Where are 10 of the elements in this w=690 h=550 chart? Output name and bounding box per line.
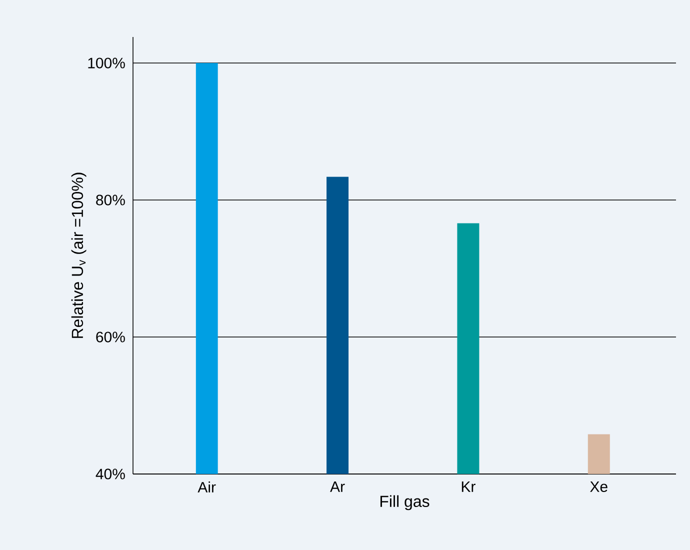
y-tick-label: 100% bbox=[88, 58, 125, 68]
y-tick-label: 60% bbox=[96, 332, 125, 342]
y-tick-label: 80% bbox=[96, 194, 125, 206]
x-tick-label: Xe bbox=[590, 482, 608, 492]
x-tick-label: Kr bbox=[462, 482, 476, 492]
y-axis-title: Relative U$_{v}$ (air =100%) bbox=[71, 172, 86, 338]
y-tick-label: 40% bbox=[96, 468, 125, 480]
x-tick-label: Ar bbox=[330, 482, 345, 492]
x-tick-label: Air bbox=[198, 482, 216, 492]
x-axis-title: Fill gas bbox=[380, 495, 430, 510]
